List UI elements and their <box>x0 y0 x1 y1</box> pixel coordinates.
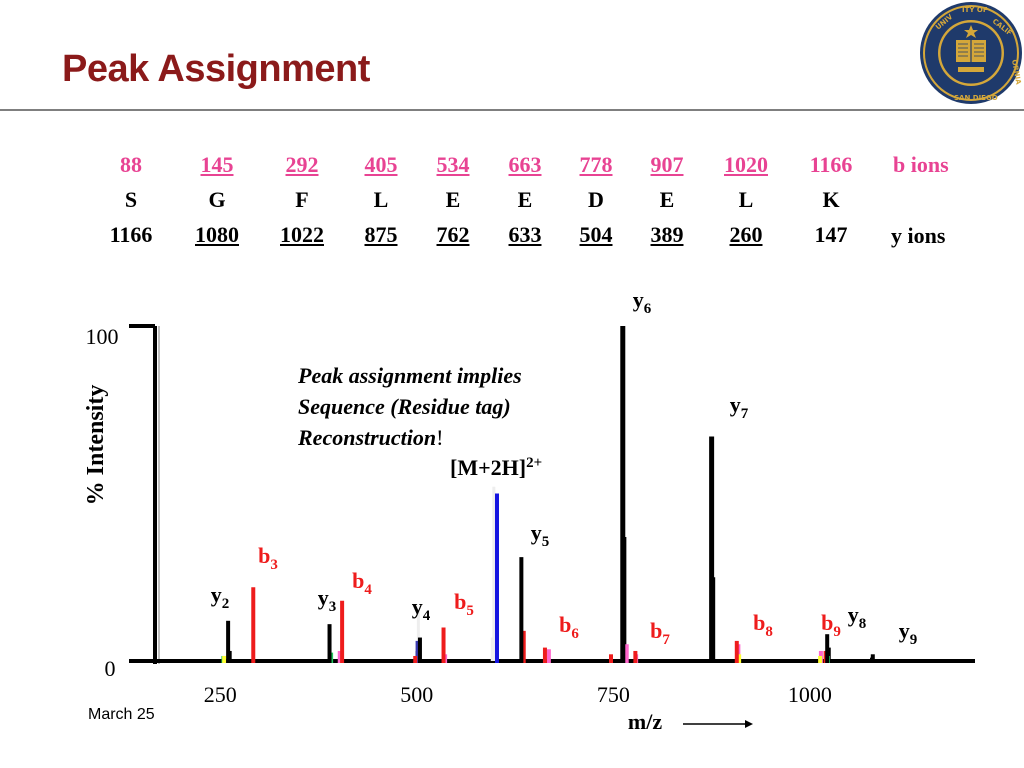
y-ion-value: 504 <box>579 222 613 247</box>
residue-value: D <box>588 187 604 212</box>
b_ion-peak-label: b6 <box>559 612 579 642</box>
b_ion-peak-label: b7 <box>650 618 670 648</box>
y_ion-peak-label: y7 <box>730 392 749 422</box>
y-ion-value: 389 <box>650 222 684 247</box>
b-ion-value: 778 <box>579 152 613 177</box>
residue-value: S <box>124 187 138 212</box>
y-ion-value: 260 <box>729 222 763 247</box>
b_ion-peak-label: b3 <box>258 543 278 573</box>
b-ion-value: 663 <box>508 152 542 177</box>
b_ion-peak-label: b5 <box>454 589 474 619</box>
svg-text:SAN DIEGO: SAN DIEGO <box>954 94 998 102</box>
b-ions-label: b ions <box>893 152 949 177</box>
annotation-line-1: Peak assignment implies <box>298 363 522 388</box>
y-ion-value: 147 <box>814 222 848 247</box>
residue-value: E <box>517 187 533 212</box>
y_ion-peak-label: y3 <box>318 585 337 615</box>
b-ion-value: 1166 <box>809 152 853 177</box>
y_ion-peak-label: y8 <box>848 602 867 632</box>
y-tick-label: 100 <box>86 324 119 349</box>
b_ion-peak-label: b9 <box>821 610 841 640</box>
residue-value: L <box>738 187 754 212</box>
residue-value: E <box>659 187 675 212</box>
b-ion-value: 88 <box>120 152 142 177</box>
y-ion-value: 633 <box>508 222 542 247</box>
b-ion-value: 405 <box>364 152 398 177</box>
y-ion-value: 1022 <box>280 222 324 247</box>
annotation-note: Peak assignment implies Sequence (Residu… <box>298 360 522 453</box>
y_ion-peak-label: y6 <box>633 287 652 317</box>
y-ions-label: y ions <box>891 223 946 248</box>
annotation-exclamation: ! <box>436 425 444 450</box>
sequence-fragment-table: 88 S 1166 145 G 1080 292 F 1022 405 L 875 534 E 762 663… <box>0 0 1024 260</box>
y_ion-peak-label: y4 <box>412 594 431 624</box>
slide-title: Peak Assignment <box>62 48 370 90</box>
residue-value: F <box>295 187 309 212</box>
precursor-label: [M+2H]2+ <box>450 455 542 480</box>
b-ion-value: 534 <box>436 152 470 177</box>
residue-value: L <box>373 187 389 212</box>
y-ion-value: 1166 <box>109 222 153 247</box>
y-ion-value: 1080 <box>195 222 239 247</box>
university-seal-logo: UNIV ITY OF CALIF ORNIA SAN DIEGO <box>920 2 1022 104</box>
annotation-line-3: Reconstruction <box>298 425 437 450</box>
b-ion-value: 145 <box>200 152 234 177</box>
footer-date: March 25 <box>88 706 155 723</box>
title-divider <box>0 109 1024 111</box>
y-axis-label: % Intensity <box>83 385 109 506</box>
y_ion-peak-label: y5 <box>531 520 550 550</box>
svg-text:ITY OF: ITY OF <box>962 6 988 14</box>
y-tick-label: 0 <box>105 656 116 681</box>
y-ion-value: 762 <box>436 222 470 247</box>
y-ion-value: 875 <box>364 222 398 247</box>
residue-value: E <box>445 187 461 212</box>
b-ion-value: 907 <box>650 152 684 177</box>
x-tick-label: 1000 <box>788 682 832 707</box>
y_ion-peak-label: y9 <box>899 618 918 648</box>
b_ion-peak-label: b4 <box>352 568 372 598</box>
b-ion-value: 1020 <box>724 152 768 177</box>
x-axis-arrow-head <box>745 720 753 728</box>
residue-value: K <box>822 187 840 212</box>
x-tick-label: 500 <box>400 682 433 707</box>
y_ion-peak-label: y2 <box>211 582 230 612</box>
x-tick-label: 750 <box>597 682 630 707</box>
annotation-line-2: Sequence (Residue tag) <box>298 394 511 419</box>
x-axis-label: m/z <box>628 709 662 734</box>
b_ion-peak-label: b8 <box>753 610 773 640</box>
b-ion-value: 292 <box>285 152 319 177</box>
residue-value: G <box>208 187 226 212</box>
x-tick-label: 250 <box>204 682 237 707</box>
